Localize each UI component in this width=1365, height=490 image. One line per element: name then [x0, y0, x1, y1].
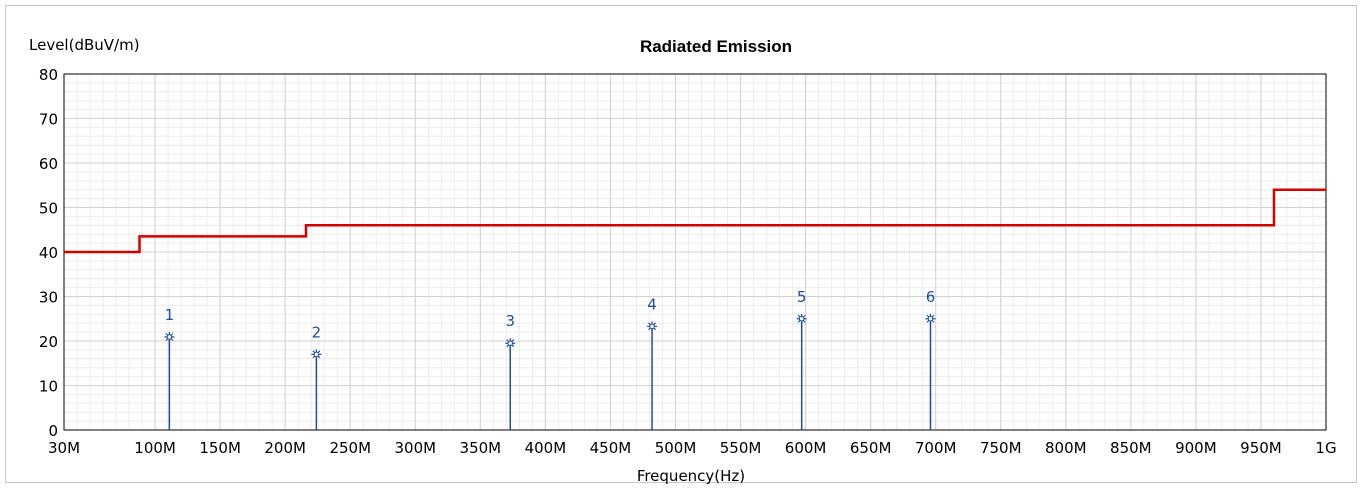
marker-label: 4 — [647, 295, 657, 313]
x-tick-label: 500M — [655, 439, 697, 457]
x-tick-label: 550M — [720, 439, 762, 457]
marker-label: 3 — [505, 312, 515, 330]
limit-line — [64, 188, 1326, 254]
x-tick-labels: 30M 100M 150M 200M 250M 300M 350M 400M 450M 500M 5… — [48, 439, 1337, 457]
x-tick-label: 800M — [1045, 439, 1087, 457]
x-tick-label: 450M — [590, 439, 632, 457]
y-tick-label: 60 — [39, 155, 58, 173]
x-tick-label: 1G — [1315, 439, 1336, 457]
x-tick-label: 100M — [134, 439, 176, 457]
marker-point-center — [166, 334, 173, 340]
marker-label: 2 — [312, 323, 322, 341]
marker-point-center — [927, 316, 934, 322]
y-tick-label: 70 — [39, 111, 58, 129]
x-tick-label: 750M — [980, 439, 1022, 457]
y-tick-label: 80 — [39, 66, 58, 84]
marker-point-center — [798, 316, 805, 322]
marker-point-center — [313, 351, 320, 358]
x-axis-label: Frequency(Hz) — [637, 467, 745, 485]
y-tick-label: 20 — [39, 333, 58, 351]
x-tick-label: 900M — [1175, 439, 1217, 457]
markers-group: 1 2 3 4 5 6 — [164, 288, 936, 430]
y-axis-label: Level(dBuV/m) — [29, 36, 140, 54]
marker-point-center — [507, 340, 513, 346]
y-tick-label: 50 — [39, 200, 58, 218]
x-tick-label: 700M — [915, 439, 957, 457]
x-tick-label: 600M — [785, 439, 827, 457]
y-tick-label: 10 — [39, 378, 58, 396]
chart-frame — [5, 5, 1357, 483]
x-tick-label: 150M — [199, 439, 241, 457]
x-tick-label: 200M — [264, 439, 306, 457]
limit-line-group — [64, 188, 1326, 254]
x-tick-label: 650M — [850, 439, 892, 457]
marker-point-center — [649, 323, 655, 330]
y-tick-labels: 0 10 20 30 40 50 60 70 80 — [39, 66, 58, 440]
chart-title: Radiated Emission — [640, 37, 792, 56]
x-tick-label: 950M — [1240, 439, 1282, 457]
x-tick-label: 850M — [1110, 439, 1152, 457]
x-tick-label: 250M — [329, 439, 371, 457]
x-tick-label: 30M — [48, 439, 80, 457]
y-tick-label: 30 — [39, 289, 58, 307]
x-tick-label: 350M — [460, 439, 502, 457]
y-tick-label: 0 — [48, 422, 58, 440]
x-tick-label: 300M — [394, 439, 436, 457]
x-tick-label: 400M — [525, 439, 567, 457]
marker-label: 6 — [926, 288, 936, 306]
y-tick-label: 40 — [39, 244, 58, 262]
marker-label: 5 — [797, 288, 807, 306]
marker-label: 1 — [165, 306, 175, 324]
